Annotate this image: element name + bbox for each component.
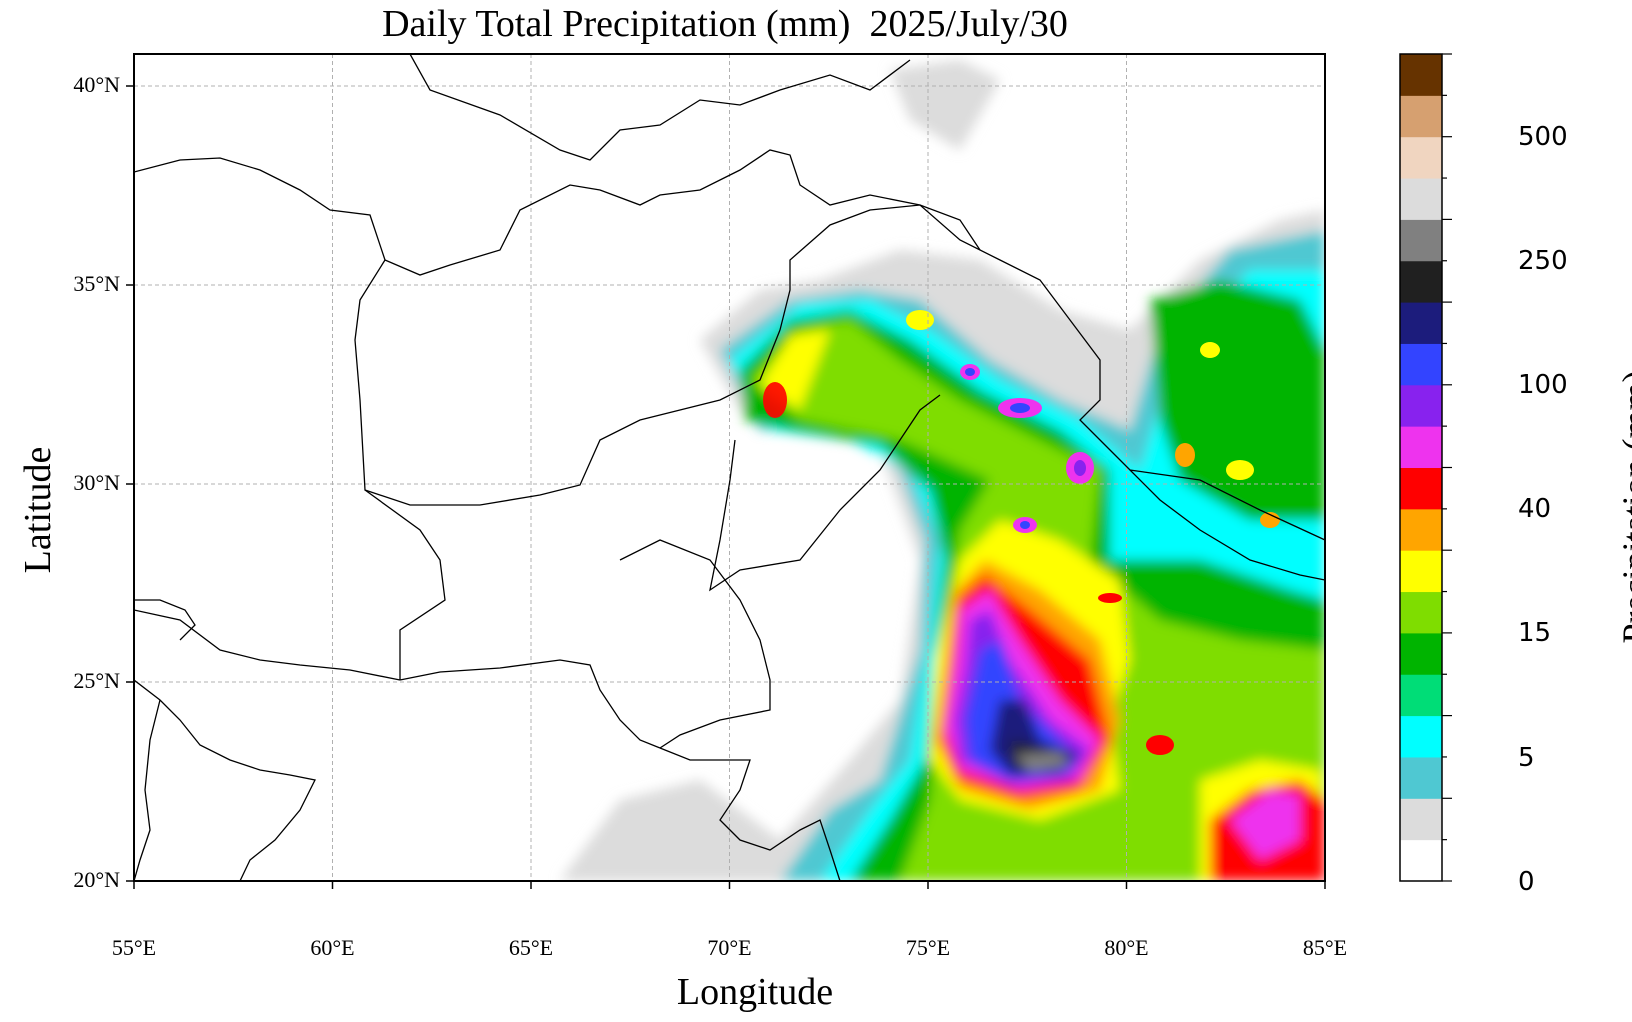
y-tick-label: 25°N	[73, 668, 120, 693]
colorbar-tick-label: 0	[1518, 867, 1535, 897]
y-tick-label: 20°N	[73, 867, 120, 892]
colorbar-segment	[1400, 591, 1442, 634]
x-tick-label: 85°E	[1302, 935, 1348, 960]
colorbar-tick-label: 500	[1518, 122, 1568, 152]
colorbar-segment	[1400, 219, 1442, 262]
x-tick-label: 65°E	[508, 935, 554, 960]
y-tick-label: 30°N	[73, 470, 120, 495]
x-tick-label: 60°E	[310, 935, 355, 960]
x-tick-label: 55°E	[111, 935, 157, 960]
colorbar-segment	[1400, 260, 1442, 303]
chart-title: Daily Total Precipitation (mm) 2025/July…	[382, 3, 1068, 45]
colorbar-segment	[1400, 384, 1442, 427]
colorbar-tick-label: 5	[1518, 743, 1535, 773]
colorbar-segment	[1400, 839, 1442, 882]
colorbar-segment	[1400, 756, 1442, 799]
colorbar-segment	[1400, 508, 1442, 551]
y-tick-label: 40°N	[73, 72, 120, 97]
colorbar-tick-label: 15	[1518, 618, 1552, 648]
colorbar-segment	[1400, 302, 1442, 344]
country-borders	[134, 54, 1325, 881]
colorbar-frame	[1399, 53, 1443, 882]
y-axis-label: Latitude	[17, 446, 59, 574]
x-tick-label: 75°E	[905, 935, 951, 960]
x-tick-label: 70°E	[707, 935, 752, 960]
colorbar-segment	[1400, 343, 1442, 386]
grid-lines	[134, 54, 1325, 881]
x-tick-label: 80°E	[1104, 935, 1149, 960]
colorbar-segment	[1400, 715, 1442, 758]
precip-hotspots	[763, 310, 1280, 755]
colorbar-segment	[1400, 674, 1442, 717]
colorbar-segment	[1400, 426, 1442, 468]
precip-field	[560, 60, 1325, 881]
colorbar	[1400, 53, 1452, 882]
colorbar-segment	[1400, 178, 1442, 220]
y-tick-label: 35°N	[73, 271, 120, 296]
colorbar-tick-label: 100	[1518, 370, 1568, 400]
colorbar-segment	[1400, 798, 1442, 841]
colorbar-segment	[1400, 632, 1442, 675]
colorbar-segment	[1400, 467, 1442, 510]
colorbar-label: Precipitation (mm)	[1615, 370, 1632, 644]
colorbar-segment	[1400, 550, 1442, 593]
x-axis-label: Longitude	[676, 971, 834, 1013]
colorbar-segment	[1400, 136, 1442, 179]
colorbar-tick-label: 40	[1518, 494, 1552, 524]
colorbar-tick-label: 250	[1518, 246, 1568, 276]
colorbar-segment	[1400, 54, 1442, 96]
colorbar-segment	[1400, 95, 1442, 138]
